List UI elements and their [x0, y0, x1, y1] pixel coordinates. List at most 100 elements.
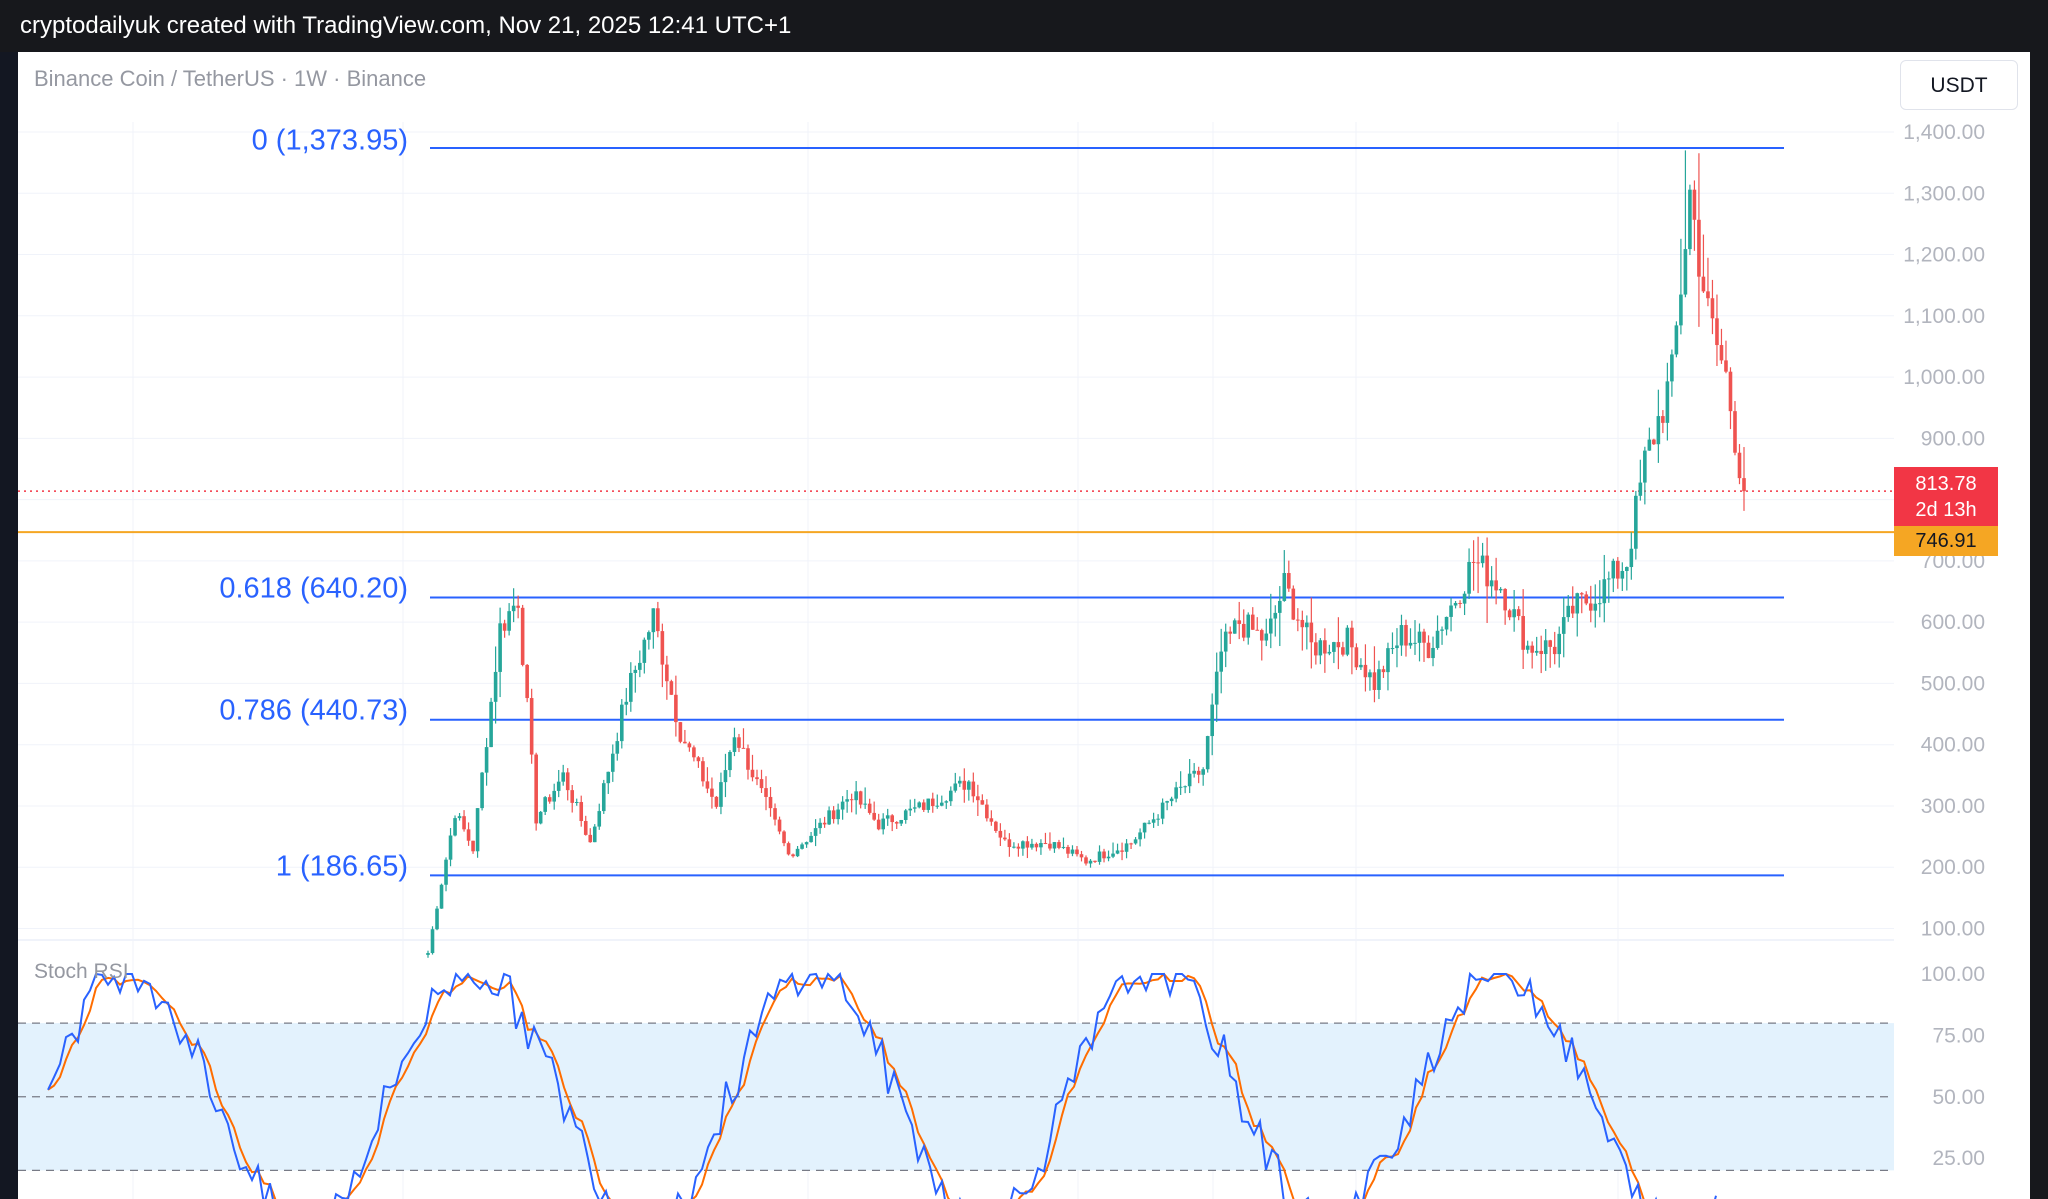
price-chart[interactable]: 1,400.00 1,300.00 1,200.00 1,100.00 1,000.00… [18, 52, 2030, 1199]
candle-body [1390, 648, 1395, 650]
candle-body [1228, 631, 1233, 634]
candle-body [1345, 627, 1350, 655]
last-price-tag: 813.78 2d 13h [1894, 467, 1998, 527]
candle-body [1521, 616, 1525, 650]
candle-body [601, 783, 606, 812]
price-axis-label: 500.00 [1921, 672, 1985, 695]
candle-body [651, 608, 656, 633]
price-axis-label: 100.00 [1921, 918, 1985, 941]
candle-body [665, 664, 669, 682]
candle-body [1187, 773, 1192, 787]
candle-body [1291, 588, 1296, 620]
candle-body [1561, 617, 1566, 634]
price-axis-label: 300.00 [1921, 795, 1985, 818]
candle-body [1606, 578, 1611, 580]
candle-body [1602, 579, 1607, 604]
candle-body [457, 816, 462, 819]
candle-body [1066, 846, 1070, 854]
candle-body [1422, 631, 1426, 643]
candle-body [475, 808, 480, 852]
candle-body [967, 781, 971, 790]
candle-body [493, 671, 498, 702]
right-margin [2030, 52, 2048, 1199]
candle-body [529, 698, 534, 755]
candle-body [881, 818, 885, 830]
candle-body [1160, 802, 1165, 819]
candle-body [1661, 416, 1665, 423]
candle-body [1102, 851, 1106, 859]
candle-body [1268, 618, 1273, 634]
candle-body [484, 747, 489, 773]
candle-body [453, 818, 457, 836]
candle-body [1052, 842, 1057, 849]
candle-body [1314, 642, 1318, 656]
candle-body [750, 769, 755, 778]
candle-body [574, 802, 579, 804]
candle-body [1030, 843, 1034, 848]
candle-body [926, 798, 931, 810]
candle-body [489, 701, 493, 748]
candle-body [836, 809, 840, 820]
candle-body [498, 623, 502, 672]
candle-body [1359, 664, 1363, 668]
candle-body [1120, 850, 1124, 852]
candle-body [705, 781, 710, 789]
candle-body [1106, 856, 1111, 859]
candle-body [1471, 561, 1476, 563]
stoch-axis-label: 75.00 [1932, 1024, 1985, 1047]
candle-body [1507, 610, 1512, 618]
candle-body [1048, 843, 1052, 849]
candle-body [1724, 360, 1728, 372]
candle-body [1255, 629, 1260, 631]
candle-body [1516, 609, 1521, 617]
candle-body [444, 859, 448, 885]
candle-body [985, 804, 989, 819]
candle-body [1165, 801, 1169, 803]
candle-body [962, 780, 967, 790]
candle-body [741, 747, 746, 749]
price-axis-label: 200.00 [1921, 856, 1985, 879]
candle-body [1075, 849, 1079, 855]
candle-body [1147, 822, 1151, 824]
candle-body [1566, 605, 1571, 618]
candle-body [516, 605, 520, 608]
candle-body [849, 799, 854, 801]
candle-body [921, 802, 926, 810]
candle-body [1070, 849, 1075, 854]
candle-body [899, 819, 904, 824]
candle-body [430, 929, 435, 954]
candle-body [1034, 843, 1039, 848]
candle-body [998, 830, 1003, 838]
candle-body [552, 790, 556, 802]
candle-body [1277, 600, 1282, 613]
candle-body [480, 772, 484, 809]
candle-body [642, 639, 647, 663]
candle-body [804, 842, 809, 845]
candle-body [507, 611, 511, 631]
candle-body [1039, 842, 1043, 848]
price-axis-label: 600.00 [1921, 611, 1985, 634]
price-axis-label: 1,200.00 [1903, 244, 1985, 267]
candle-body [1597, 603, 1602, 605]
candle-body [538, 811, 543, 824]
candle-body [1205, 736, 1210, 770]
candle-body [1543, 640, 1548, 655]
candle-body [1057, 842, 1061, 848]
currency-button[interactable]: USDT [1900, 60, 2018, 110]
candle-body [1476, 562, 1480, 564]
candle-body [565, 772, 570, 791]
candle-body [723, 770, 728, 783]
candle-body [1638, 482, 1643, 496]
candle-body [1138, 832, 1142, 840]
candle-body [827, 810, 831, 825]
candle-body [448, 835, 453, 860]
candle-body [1449, 605, 1453, 617]
candle-body [1570, 605, 1575, 614]
horizontal-level-tag: 746.91 [1894, 526, 1998, 556]
candle-body [1453, 602, 1458, 606]
stoch-rsi-label: Stoch RSI [34, 960, 129, 983]
chart-frame[interactable]: 1,400.00 1,300.00 1,200.00 1,100.00 1,000.00… [18, 52, 2030, 1199]
candle-body [1287, 573, 1291, 589]
candle-body [1444, 616, 1449, 630]
candle-body [822, 822, 827, 825]
